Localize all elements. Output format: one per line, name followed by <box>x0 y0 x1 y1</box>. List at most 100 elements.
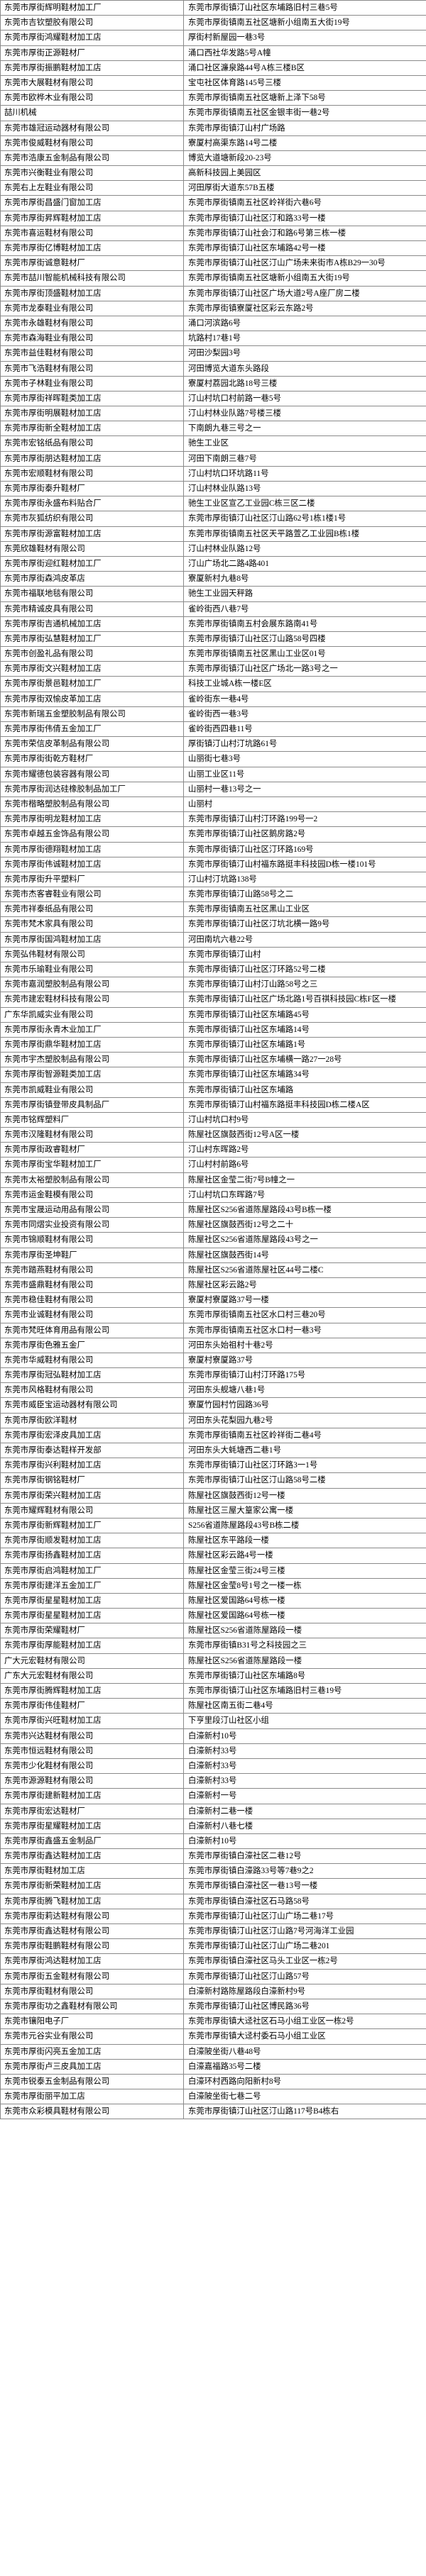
company-address-cell: 汀山村林业队路13号 <box>183 480 426 497</box>
company-name-cell: 东莞市欧桦木业有限公司 <box>0 90 184 106</box>
company-name-cell: 东莞市厚街辉明鞋材加工厂 <box>0 0 184 16</box>
company-name-cell: 东莞市厚街鞋材有限公司 <box>0 1983 184 1999</box>
company-name-cell: 东莞市厚街诚意鞋材厂 <box>0 255 184 272</box>
company-name-cell: 东莞市厚街智源鞋类加工店 <box>0 1067 184 1083</box>
table-row: 东莞市厚街智源鞋类加工店 东莞市厚街镇汀山社区东埔路34号 <box>0 1067 426 1083</box>
company-address-cell: 东莞市厚街镇汀山社区汀山路57号 <box>183 1968 426 1984</box>
company-address-cell: 河田东头始祖村十巷2号 <box>183 1337 426 1353</box>
company-address-cell: 东莞市厚街镇汀山社区东埔横一路27一28号 <box>183 1052 426 1068</box>
table-row: 广东大元宏鞋材有限公司 东莞市厚街镇汀山社区东埔路8号 <box>0 1667 426 1684</box>
company-name-cell: 东莞市厚街吉通机械加工店 <box>0 616 184 632</box>
company-address-cell: 东莞市厚街镇汀山社区东埔路1号 <box>183 1036 426 1053</box>
table-row: 东莞市同熠实业投资有限公司 陈屋社区旗鼓西街12号之二十 <box>0 1217 426 1233</box>
table-row: 东莞市创盈礼品有限公司 东莞市厚街镇南五社区黑山工业区01号 <box>0 646 426 662</box>
company-name-cell: 东莞市厚街源富鞋材加工店 <box>0 526 184 542</box>
table-row: 东莞市厚街正源鞋材厂 涌口西社华发路5号A幢 <box>0 45 426 61</box>
company-address-cell: 陈屋社区彩云路2号 <box>183 1277 426 1294</box>
company-address-cell: 东莞市厚街镇汀山社区汀山路7号河海洋工业园 <box>183 1923 426 1940</box>
company-address-cell: 东莞市厚街镇汀山路58号之二 <box>183 887 426 903</box>
company-name-cell: 东莞市厚街国鸿鞋材加工店 <box>0 931 184 948</box>
company-name-cell: 东莞市厚街新荣鞋材加工店 <box>0 1878 184 1894</box>
company-address-cell: 寮厦新村九巷8号 <box>183 571 426 587</box>
company-name-cell: 东莞市风格鞋材有限公司 <box>0 1382 184 1399</box>
table-row: 东莞市稳佳鞋材有限公司 寮厦村寮厦路37号一楼 <box>0 1292 426 1309</box>
table-row: 东莞市厚街鞋鹏鞋材有限公司 东莞市厚街镇汀山社区汀山广场二巷201 <box>0 1938 426 1955</box>
company-name-cell: 东莞市梵旺体育用品有限公司 <box>0 1322 184 1338</box>
table-row: 东莞市厚街鑫达鞋材加工店 东莞市厚街镇白濠社区二巷12号 <box>0 1848 426 1865</box>
table-row: 东莞市源源鞋材有限公司 白濠新村33号 <box>0 1773 426 1789</box>
company-address-cell: 涌口社区濂泉路44号A栋三楼B区 <box>183 60 426 76</box>
company-address-cell: 东莞市厚街镇汀山社区汀山路117号B4栋右 <box>183 2104 426 2120</box>
company-address-cell: 白濠新村10号 <box>183 1833 426 1850</box>
company-name-cell: 东莞市厚街双愉皮革加工店 <box>0 691 184 707</box>
table-row: 东莞市欧桦木业有限公司 东莞市厚街镇南五社区塘新上泽下58号 <box>0 90 426 106</box>
company-address-cell: 河田沙梨园3号 <box>183 345 426 362</box>
company-address-cell: 坑路村17巷1号 <box>183 331 426 347</box>
company-address-cell: 雀岭街西四巷11号 <box>183 721 426 738</box>
table-row: 东莞市厚街伟倩五金加工厂 雀岭街西四巷11号 <box>0 721 426 738</box>
company-address-cell: 下南朗九巷三号之一 <box>183 421 426 437</box>
company-address-cell: 东莞市厚街镇南五社区塘新小组南五大街19号 <box>183 15 426 31</box>
company-name-cell: 东莞市喜运鞋材有限公司 <box>0 225 184 242</box>
table-row: 东莞市兴衡鞋业有限公司 高新科技园上美园区 <box>0 165 426 182</box>
company-address-cell: 陈屋社区金莹三街24号三楼 <box>183 1562 426 1579</box>
table-row: 东莞市卓越五金饰品有限公司 东莞市厚街镇汀山社区鹅房路2号 <box>0 826 426 843</box>
company-name-cell: 东莞市厚街街乾方鞋材厂 <box>0 751 184 767</box>
company-name-cell: 东莞市楷略塑胶制品有限公司 <box>0 796 184 813</box>
company-address-cell: 白濠陂坐街八巷48号 <box>183 2043 426 2060</box>
table-row: 东莞市飞浩鞋材有限公司 河田博览大道东头路段 <box>0 360 426 377</box>
company-address-cell: 东莞市厚街镇白濠路33号等7巷9之2 <box>183 1863 426 1880</box>
company-address-cell: 东莞市厚街镇南五社区塘新上泽下58号 <box>183 90 426 106</box>
company-name-cell: 东莞市厚街星星鞋材加工店 <box>0 1592 184 1609</box>
company-name-cell: 东莞市耀辉鞋材有限公司 <box>0 1502 184 1519</box>
company-name-cell: 东莞市厚街冠弘鞋材加工店 <box>0 1367 184 1384</box>
table-row: 东莞市厚街景邑鞋材加工厂 科技工业城A栋一楼E区 <box>0 676 426 692</box>
company-address-cell: 陈屋社区S256省道陈屋路段一楼 <box>183 1623 426 1639</box>
company-name-cell: 东莞右上左鞋业有限公司 <box>0 180 184 196</box>
table-row: 东莞市威臣宝运动器材有限公司 寮厦竹园村竹园路36号 <box>0 1397 426 1414</box>
table-row: 东莞市厚街兴利鞋材加工店 东莞市厚街镇汀山社区汀环路3一1号 <box>0 1458 426 1474</box>
company-name-cell: 东莞市厚街鑫达鞋材加工店 <box>0 1848 184 1865</box>
company-address-cell: 东莞市厚街镇白濠社区马头工业区一栋2号 <box>183 1953 426 1970</box>
company-name-cell: 东莞市业诚鞋材有限公司 <box>0 1307 184 1323</box>
company-address-cell: 东莞市厚街镇汀山村汀山路58号之三 <box>183 977 426 993</box>
company-address-cell: 东莞市厚街镇汀山社区东埔路14号 <box>183 1021 426 1038</box>
company-address-cell: 陈屋社区爱国路64号栋一楼 <box>183 1608 426 1624</box>
company-address-cell: 河田博览大道东头路段 <box>183 360 426 377</box>
table-row: 东莞市厚街鑫达鞋材有限公司 东莞市厚街镇汀山社区汀山路7号河海洋工业园 <box>0 1923 426 1940</box>
table-row: 东莞市厚街润达硅橡胶制品加工厂 山丽村一巷13号之一 <box>0 781 426 797</box>
table-row: 东莞市厚街厚能鞋材加工店 东莞市厚街镇B31号之科技园之三 <box>0 1638 426 1654</box>
company-address-cell: 东莞市厚街镇汀山社区汀和路33号一楼 <box>183 210 426 226</box>
table-row: 东莞市荣信皮革制品有限公司 厚街镇汀山村汀坑路61号 <box>0 736 426 753</box>
table-row: 东莞市雄冠运动器材有限公司 东莞市厚街镇汀山村广场路 <box>0 120 426 136</box>
company-name-cell: 东莞市厚街鞋鹏鞋材有限公司 <box>0 1938 184 1955</box>
table-row: 东莞市厚街亿博鞋材加工店 东莞市厚街镇汀山社区东埔路42号一楼 <box>0 240 426 257</box>
company-address-cell: 东莞市厚街镇汀山村福东路挺丰科技园D栋二楼A区 <box>183 1097 426 1113</box>
company-name-cell: 东莞市梵木家具有限公司 <box>0 916 184 933</box>
company-address-cell: 东莞市厚街镇汀山村汀环路199号一2 <box>183 811 426 828</box>
table-row: 东莞市风格鞋材有限公司 河田东头舰塘八巷1号 <box>0 1382 426 1399</box>
company-name-cell: 东莞市吉钦塑胶有限公司 <box>0 15 184 31</box>
company-address-cell: 陈屋社区爱国路64号栋一楼 <box>183 1592 426 1609</box>
company-address-cell: 东莞市厚街镇汀山社区汀山路58号四楼 <box>183 631 426 648</box>
company-name-cell: 东莞市龙泰鞋业有限公司 <box>0 300 184 316</box>
table-row: 东莞市厚街扬鑫鞋材加工店 陈屋社区彩云路4号一楼 <box>0 1548 426 1564</box>
company-address-cell: 白濠新村路陈屋路段白濠新村9号 <box>183 1983 426 1999</box>
company-address-cell: 寮厦村寮厦路37号一楼 <box>183 1292 426 1309</box>
company-address-cell: 白濠新村10号 <box>183 1728 426 1744</box>
company-address-cell: 白濠嘉福路35号二楼 <box>183 2058 426 2075</box>
company-address-cell: 河田东头舰塘八巷1号 <box>183 1382 426 1399</box>
company-address-cell: 东莞市厚街镇汀山社区鹅房路2号 <box>183 826 426 843</box>
company-address-cell: 东莞市厚街镇大迳村委石马小组工业区 <box>183 2028 426 2045</box>
company-name-cell: 东莞市厚街鸿达鞋材加工店 <box>0 1953 184 1970</box>
company-name-cell: 东莞市创盈礼品有限公司 <box>0 646 184 662</box>
table-row: 广大元宏鞋材有限公司 陈屋社区S256省道陈屋路段一楼 <box>0 1653 426 1669</box>
table-row: 东莞市厚街启鸿鞋材加工厂 陈屋社区金莹三街24号三楼 <box>0 1562 426 1579</box>
company-address-cell: 东莞市厚街镇汀山社区汀山广场二巷17号 <box>183 1908 426 1925</box>
company-address-cell: 东莞市厚街镇汀山社区汀山路62号1栋1楼1号 <box>183 511 426 527</box>
company-address-cell: 寮厦村寮厦路37号 <box>183 1352 426 1369</box>
table-row: 东莞市子林鞋业有限公司 寮厦村荔园北路18号三楼 <box>0 375 426 392</box>
table-row: 东莞市镶阳电子厂 东莞市厚街镇大迳社区石马小组工业区一栋2号 <box>0 2014 426 2030</box>
table-row: 东莞市宏顺鞋材有限公司 汀山村坑口环坑路11号 <box>0 465 426 482</box>
company-name-cell: 东莞市厚街昌盛门窗加工店 <box>0 195 184 211</box>
